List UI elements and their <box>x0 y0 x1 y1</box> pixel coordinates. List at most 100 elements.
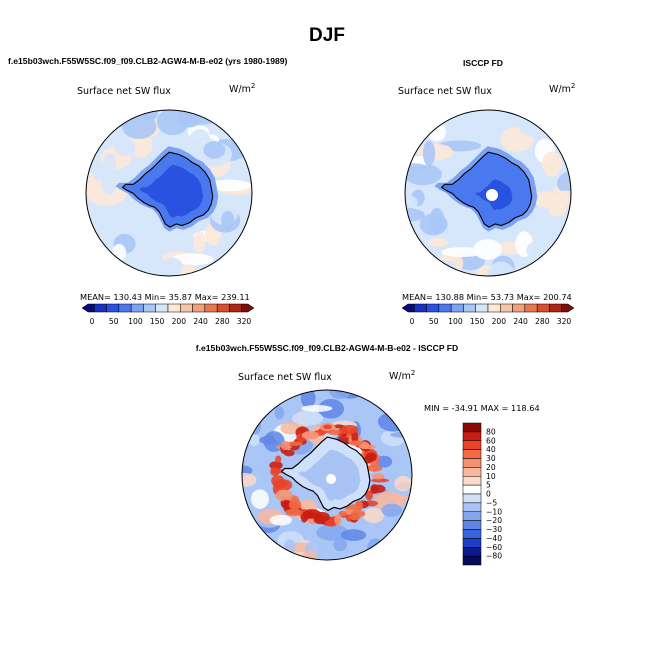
field-patch <box>121 113 157 139</box>
colorbar-tick-label: −30 <box>486 525 502 534</box>
colorbar-swatch <box>462 440 482 450</box>
panel3-minmax: MIN = -34.91 MAX = 118.64 <box>424 403 540 413</box>
colorbar-swatch <box>426 303 440 313</box>
colorbar-tick-label: 200 <box>172 317 187 326</box>
colorbar-tick-label: 5 <box>486 481 491 490</box>
field-patch <box>207 179 252 192</box>
field-patch <box>100 168 118 195</box>
field-patch <box>381 503 403 517</box>
colorbar-swatch <box>414 303 427 313</box>
map-border <box>241 389 413 561</box>
colorbar-swatch <box>167 303 181 313</box>
field-patch <box>473 239 502 260</box>
field-patch <box>512 258 544 275</box>
field-patch <box>365 490 373 501</box>
field-patch <box>456 114 472 134</box>
colorbar-tick-label: 20 <box>486 463 496 472</box>
colorbar-swatch <box>143 303 156 313</box>
colorbar-swatch <box>500 303 513 313</box>
colorbar-tick-label: 0 <box>486 490 491 499</box>
field-patch <box>156 110 189 136</box>
colorbar-tick-label: 150 <box>470 317 485 326</box>
colorbar-tick-label: 280 <box>215 317 230 326</box>
field-patch <box>405 207 425 223</box>
colorbar-tick-label: −10 <box>486 507 502 516</box>
field-patch <box>280 440 291 451</box>
colorbar-swatch <box>536 303 550 313</box>
field-patch <box>193 231 206 254</box>
colorbar-swatch <box>192 303 206 313</box>
colorbar-tick-label: 280 <box>535 317 550 326</box>
colorbar-swatch <box>462 529 482 539</box>
colorbar-tick-label: −40 <box>486 534 502 543</box>
colorbar-tick-label: 200 <box>492 317 507 326</box>
colorbar-tick-label: 30 <box>486 454 496 463</box>
field-patch <box>301 404 333 412</box>
colorbar-swatch <box>462 458 482 468</box>
colorbar-tick-label: 150 <box>150 317 165 326</box>
colorbar-swatch <box>463 303 476 313</box>
colorbar-swatch <box>462 502 482 512</box>
colorbar-swatch <box>462 431 482 441</box>
map-border <box>85 109 253 277</box>
field-patch <box>351 431 359 444</box>
colorbar-tick-label: 320 <box>237 317 252 326</box>
field-patch <box>171 253 214 266</box>
colorbar-tick-label: −80 <box>486 552 502 561</box>
map-border <box>404 109 572 277</box>
field-patch <box>288 499 302 510</box>
panel3-polar-map <box>241 389 413 561</box>
panel1-stats: MEAN= 130.43 Min= 35.87 Max= 239.11 <box>80 292 250 302</box>
field-patch <box>340 529 367 541</box>
field-patch <box>422 140 436 167</box>
colorbar-swatch <box>229 303 242 313</box>
colorbar-tick-label: 50 <box>109 317 119 326</box>
obs-header: ISCCP FD <box>463 58 503 68</box>
field-patch <box>114 139 136 157</box>
colorbar-swatch <box>462 547 482 557</box>
panel2-colorbar: 0 50 100 150 200 240 280 320 <box>401 303 575 326</box>
field-patch <box>250 489 269 509</box>
colorbar-swatch <box>487 303 501 313</box>
colorbar-tick-label: 100 <box>128 317 143 326</box>
field-patch <box>274 406 285 420</box>
field-patch <box>221 210 235 230</box>
colorbar-swatch <box>94 303 107 313</box>
panel3-variable-label: Surface net SW flux <box>238 372 332 383</box>
colorbar-tick-label: 60 <box>486 436 496 445</box>
field-patch <box>419 213 448 236</box>
colorbar-tick-label: 240 <box>193 317 208 326</box>
colorbar-swatch <box>462 538 482 548</box>
colorbar-swatch <box>118 303 132 313</box>
field-patch <box>194 268 211 276</box>
panel1-colorbar: 0 50 100 150 200 240 280 320 <box>81 303 255 326</box>
colorbar-swatch <box>462 493 482 504</box>
field-patch <box>270 468 285 474</box>
field-patch <box>316 524 349 541</box>
colorbar-swatch <box>462 449 482 459</box>
field-patch <box>179 264 198 276</box>
colorbar-tick-label: 0 <box>410 317 415 326</box>
colorbar-swatch <box>462 476 482 486</box>
coastline <box>121 151 214 228</box>
field-patch <box>518 123 534 134</box>
field-patch <box>327 429 341 435</box>
colorbar-tick-label: 0 <box>90 317 95 326</box>
field-patch <box>405 156 433 167</box>
field-patch <box>371 478 390 483</box>
panel2-stats: MEAN= 130.88 Min= 53.73 Max= 200.74 <box>402 292 572 302</box>
field-patch <box>333 538 348 552</box>
panel3-units: W/m2 <box>389 369 416 383</box>
field-patch <box>360 444 376 450</box>
pole-mask <box>326 474 336 484</box>
field-patch <box>542 151 563 177</box>
colorbar-swatch <box>462 467 482 477</box>
field-patch <box>380 429 406 447</box>
colorbar-swatch <box>549 303 562 313</box>
field-patch <box>390 518 412 527</box>
field-patch <box>526 239 561 262</box>
field-patch <box>275 455 282 464</box>
field-patch <box>371 473 385 480</box>
colorbar-swatch <box>462 520 482 530</box>
